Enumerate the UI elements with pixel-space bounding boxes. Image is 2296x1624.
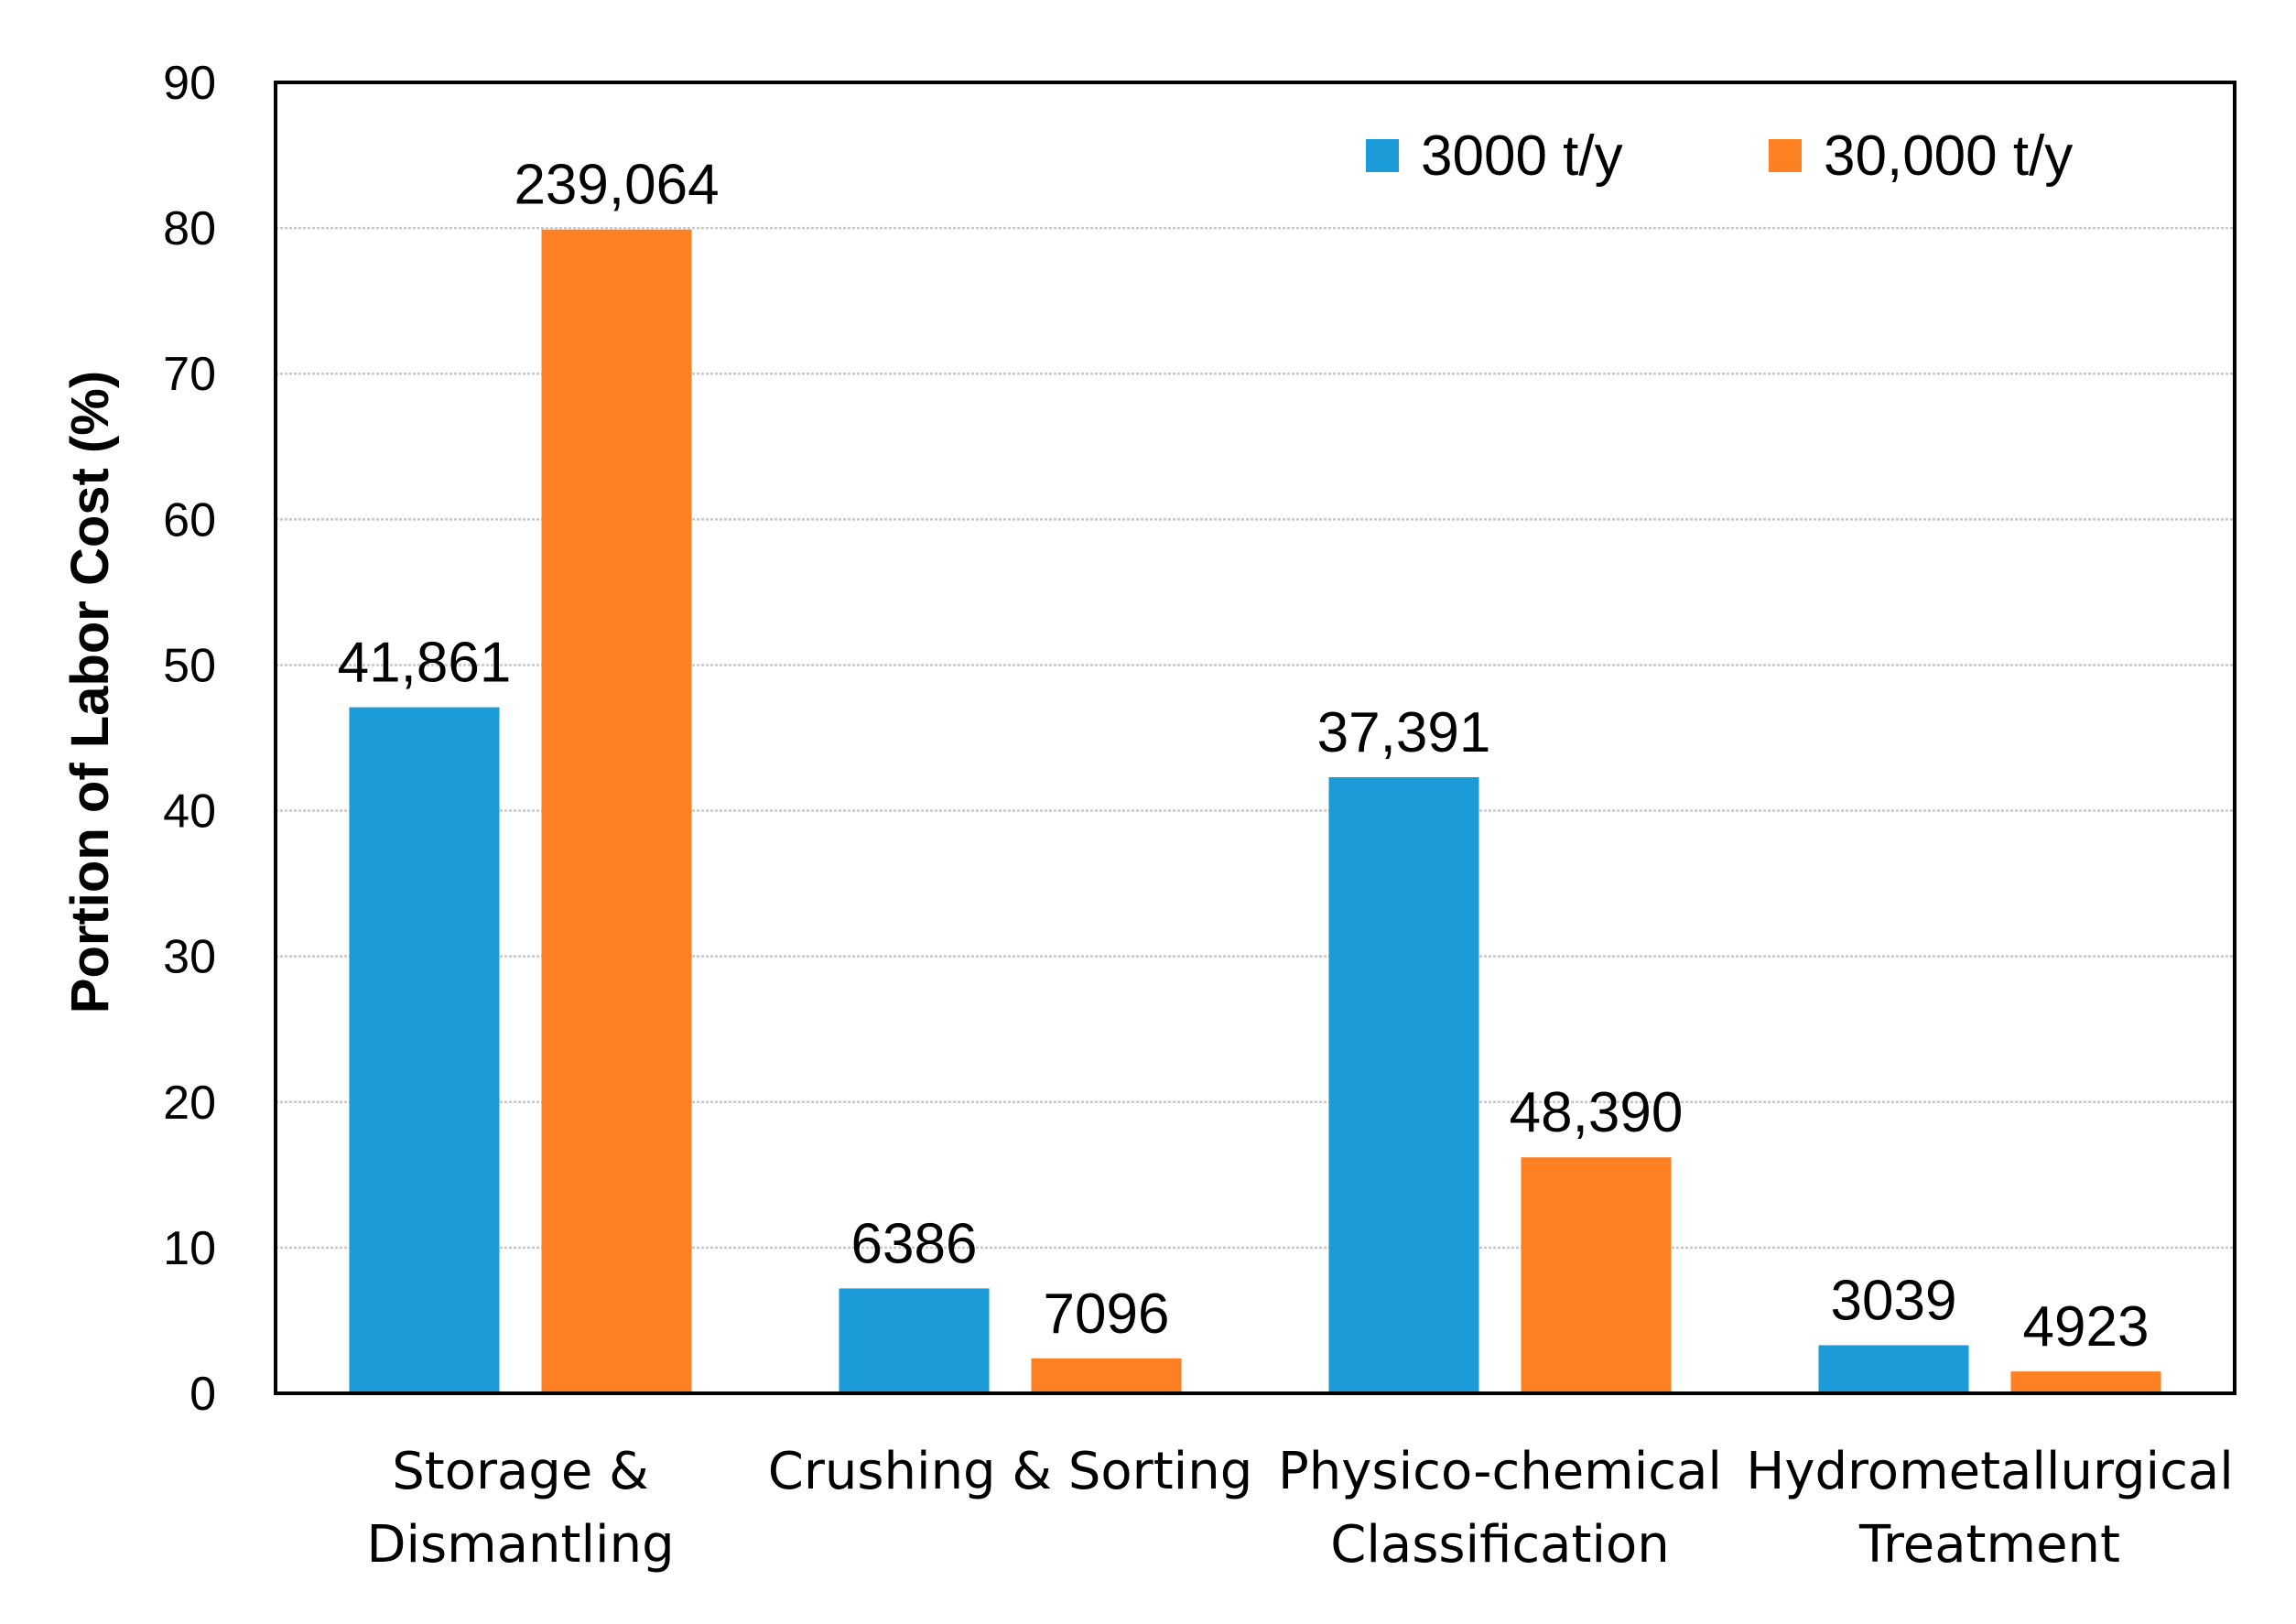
y-tick-label: 20: [163, 1077, 216, 1130]
category-label: Crushing & Sorting: [768, 1442, 1253, 1501]
y-tick-label: 0: [190, 1368, 216, 1421]
legend-entry[interactable]: 3000 t/y: [1421, 125, 1623, 188]
bar-series-1[interactable]: [1328, 776, 1479, 1393]
data-label: 37,391: [1317, 701, 1491, 764]
category-label: Physico-chemical: [1278, 1442, 1722, 1501]
y-tick-label: 50: [163, 639, 216, 692]
bar-series-1[interactable]: [349, 707, 500, 1393]
y-tick-label: 10: [163, 1222, 216, 1275]
data-label: 4923: [2023, 1295, 2150, 1359]
y-tick-label: 90: [163, 57, 216, 110]
legend[interactable]: 3000 t/y 30,000 t/y: [1366, 125, 2073, 188]
category-label: Storage &: [392, 1442, 649, 1501]
y-tick-label: 40: [163, 785, 216, 839]
category-label: Dismantling: [366, 1515, 674, 1575]
y-axis-title: Portion of Labor Cost (%): [60, 371, 120, 1013]
data-label: 7096: [1044, 1283, 1170, 1346]
y-axis-ticks: 0 10 20 30 40 50 60 70 80 90: [163, 57, 216, 1421]
legend-swatch: [1366, 139, 1399, 172]
data-label: 239,064: [514, 154, 719, 217]
data-label: 3039: [1831, 1269, 1957, 1332]
category-label: Classification: [1330, 1515, 1670, 1575]
y-tick-label: 80: [163, 202, 216, 255]
x-axis-categories: Storage & Dismantling Crushing & Sorting Ph…: [366, 1442, 2233, 1575]
bar-series-1[interactable]: [839, 1288, 990, 1393]
data-label: 48,390: [1510, 1081, 1684, 1144]
bar-series-1[interactable]: [1818, 1345, 1969, 1393]
bar-series-2[interactable]: [1031, 1358, 1182, 1393]
data-labels: 41,861 239,064 6386 7096 37,391 48,390 3039 492…: [338, 154, 2150, 1359]
bars: [349, 229, 2161, 1393]
legend-swatch: [1769, 139, 1802, 172]
data-label: 6386: [851, 1212, 978, 1275]
y-tick-label: 60: [163, 493, 216, 547]
plot-frame: [274, 81, 2236, 1395]
category-label: Treatment: [1858, 1515, 2120, 1575]
category-label: Hydrometallurgical: [1746, 1442, 2234, 1501]
data-label: 41,861: [338, 632, 512, 695]
bar-series-2[interactable]: [541, 229, 692, 1393]
y-tick-label: 30: [163, 931, 216, 984]
bar-series-2[interactable]: [1521, 1157, 1672, 1393]
y-tick-label: 70: [163, 348, 216, 401]
bar-series-2[interactable]: [2010, 1371, 2161, 1393]
legend-entry[interactable]: 30,000 t/y: [1824, 125, 2073, 188]
